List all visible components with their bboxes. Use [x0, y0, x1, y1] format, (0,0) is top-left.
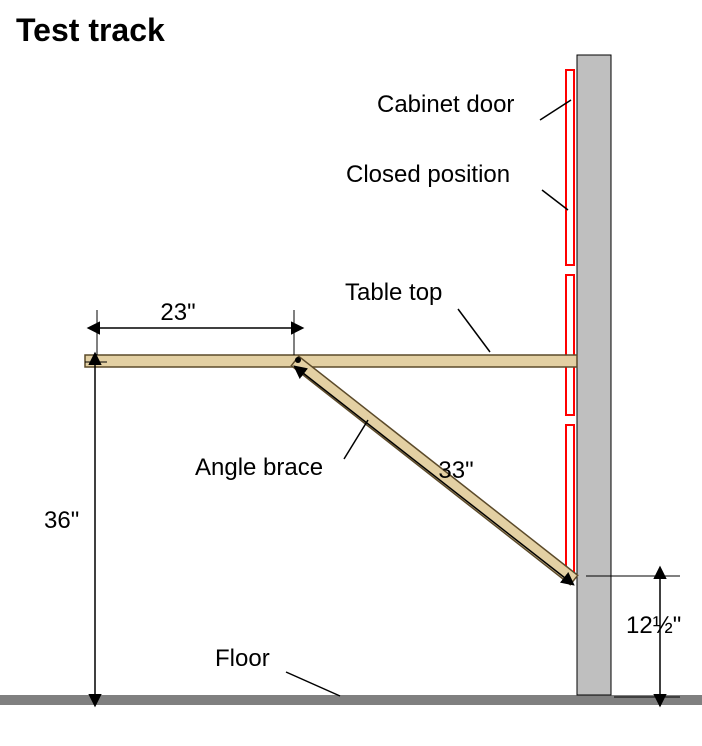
callout-table-top: Table top — [345, 279, 490, 352]
dimension-33in: 33" — [303, 373, 565, 578]
callout-closed-position: Closed position — [346, 161, 568, 210]
callout-label: Table top — [345, 279, 442, 306]
dimension-12half-in-value: 12½" — [626, 612, 681, 639]
leader-line — [286, 672, 340, 696]
table-top — [85, 355, 577, 367]
angle-brace — [291, 356, 577, 584]
callout-cabinet-door: Cabinet door — [377, 91, 571, 120]
callout-angle-brace: Angle brace — [195, 420, 368, 481]
dimension-36in: 36" — [44, 362, 107, 695]
dimension-23in: 23" — [97, 299, 294, 355]
diagram-title: Test track — [16, 12, 165, 49]
leader-line — [458, 309, 490, 352]
leader-line — [542, 190, 568, 210]
callout-label: Cabinet door — [377, 91, 514, 118]
callout-label: Closed position — [346, 161, 510, 188]
diagram-canvas: 36" 23" 33" 12½" Cabinet door Closed posi… — [0, 0, 702, 746]
callout-label: Angle brace — [195, 454, 323, 481]
floor-line — [0, 695, 702, 705]
callout-label: Floor — [215, 645, 270, 672]
wall-cabinet-body — [577, 55, 611, 695]
dimension-33in-value: 33" — [438, 457, 473, 484]
dimension-36in-value: 36" — [44, 507, 79, 534]
closed-position-outline — [566, 70, 574, 572]
callout-floor: Floor — [215, 645, 340, 696]
hinge-pivot — [295, 357, 301, 363]
dimension-23in-value: 23" — [160, 299, 195, 326]
leader-line — [344, 420, 368, 459]
